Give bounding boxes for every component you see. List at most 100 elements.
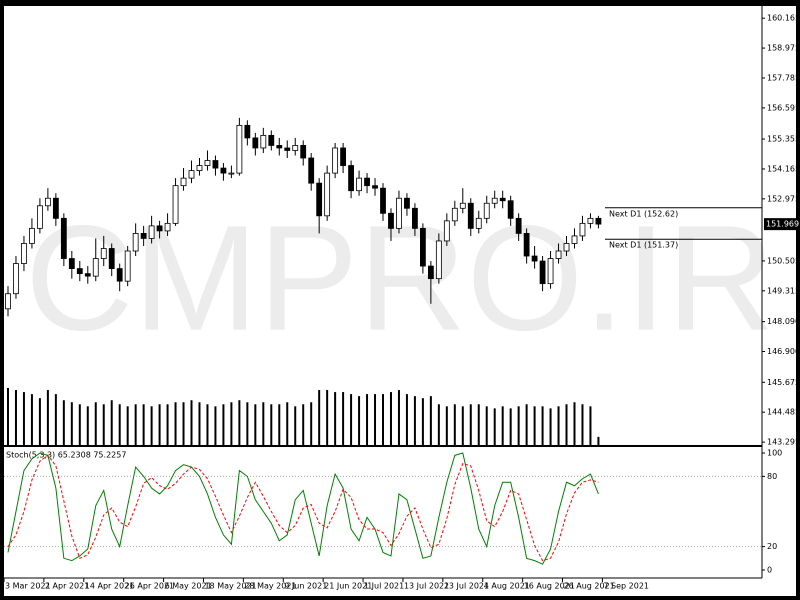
candle-body <box>324 172 331 217</box>
volume-bar <box>525 404 528 445</box>
volume-bar <box>326 390 329 445</box>
y-tick-label: 143.295 <box>767 438 800 447</box>
x-tick-label: 16 Aug 2021 <box>524 582 575 591</box>
candle-body <box>68 258 75 269</box>
x-tick-label: 6 May 2021 <box>165 582 212 591</box>
y-tick-label: 80 <box>767 472 777 481</box>
candle-body <box>100 248 107 259</box>
candle-body <box>340 147 347 166</box>
volume-bar <box>533 406 536 445</box>
y-tick-label: 149.315 <box>767 286 800 295</box>
x-tick-label: 2 Apr 2021 <box>45 582 89 591</box>
volume-bar <box>405 394 408 445</box>
volume-bar <box>429 396 432 445</box>
candle-body <box>37 205 43 229</box>
x-tick-label: 7 Sep 2021 <box>603 582 649 591</box>
y-tick-label: 152.975 <box>767 194 800 203</box>
volume-bar <box>246 402 249 445</box>
candle-body <box>29 227 35 244</box>
candle-body <box>579 222 586 237</box>
volume-bar <box>302 404 305 445</box>
volume-bar <box>78 404 81 445</box>
candle-body <box>308 157 315 184</box>
volume-bar <box>134 404 137 445</box>
volume-bar <box>54 394 57 445</box>
volume-bar <box>38 398 41 445</box>
volume-bar <box>453 404 456 445</box>
volume-bar <box>230 402 233 445</box>
volume-bar <box>421 398 424 445</box>
volume-bar <box>222 404 225 445</box>
candle-body <box>571 235 578 244</box>
candle-body <box>443 220 450 242</box>
candle-body <box>483 202 490 219</box>
candle-body <box>13 263 19 295</box>
candle-body <box>356 177 362 192</box>
volume-bar <box>334 392 337 445</box>
volume-bar <box>94 402 97 445</box>
x-tick-label: 3 Mar 2021 <box>5 582 51 591</box>
candle-body <box>5 293 11 310</box>
y-tick-label: 144.485 <box>767 408 800 417</box>
volume-bar <box>350 394 353 445</box>
volume-bar <box>238 400 241 445</box>
volume-bar <box>174 402 177 445</box>
candle-body <box>523 233 530 257</box>
volume-bar <box>286 402 289 445</box>
candle-body <box>555 250 562 259</box>
volume-bar <box>310 402 313 445</box>
volume-bar <box>597 436 600 445</box>
candle-body <box>164 222 171 232</box>
volume-bar <box>214 406 217 445</box>
volume-bar <box>182 402 185 445</box>
candle-body <box>132 233 139 252</box>
y-tick-label: 0 <box>767 566 772 575</box>
y-tick-label: 155.355 <box>767 135 800 144</box>
volume-bar <box>30 394 33 445</box>
volume-bar <box>358 396 361 445</box>
candle-body <box>388 212 394 229</box>
volume-bar <box>549 408 552 445</box>
candle-body <box>116 268 123 282</box>
volume-bar <box>477 404 480 445</box>
volume-bar <box>589 406 592 445</box>
candle-body <box>459 202 466 209</box>
candle-body <box>244 124 251 139</box>
volume-bar <box>342 392 345 445</box>
candle-body <box>300 145 307 159</box>
candle-body <box>196 165 203 171</box>
volume-bar <box>254 404 257 445</box>
volume-bar <box>374 394 377 445</box>
y-tick-label: 20 <box>767 542 777 551</box>
candle-body <box>140 233 147 239</box>
volume-bar <box>206 404 209 445</box>
candle-body <box>380 187 386 214</box>
candle-body <box>507 200 514 219</box>
volume-bar <box>413 396 416 445</box>
volume-bar <box>62 400 65 445</box>
candle-body <box>268 135 275 146</box>
volume-bar <box>382 394 384 445</box>
candle-body <box>587 217 594 224</box>
level-label: Next D1 (151.37) <box>609 241 678 250</box>
volume-bar <box>493 408 496 445</box>
volume-bar <box>278 404 281 445</box>
volume-bar <box>573 402 576 445</box>
y-tick-label: 160.165 <box>767 14 800 23</box>
volume-bar <box>445 406 448 445</box>
candle-body <box>60 217 67 259</box>
x-tick-label: 26 Apr 2021 <box>125 582 174 591</box>
volume-bar <box>294 406 297 445</box>
candle-body <box>539 260 546 285</box>
chart-background <box>4 6 796 596</box>
candle-body <box>427 265 434 280</box>
candle-body <box>531 255 538 262</box>
volume-bar <box>102 404 105 445</box>
level-label: Next D1 (152.62) <box>609 209 678 218</box>
y-tick-label: 148.090 <box>767 317 800 326</box>
y-tick-label: 146.900 <box>767 347 800 356</box>
volume-bar <box>565 404 568 445</box>
candle-body <box>475 217 482 229</box>
candle-body <box>52 197 59 219</box>
stoch-line <box>7 452 599 565</box>
